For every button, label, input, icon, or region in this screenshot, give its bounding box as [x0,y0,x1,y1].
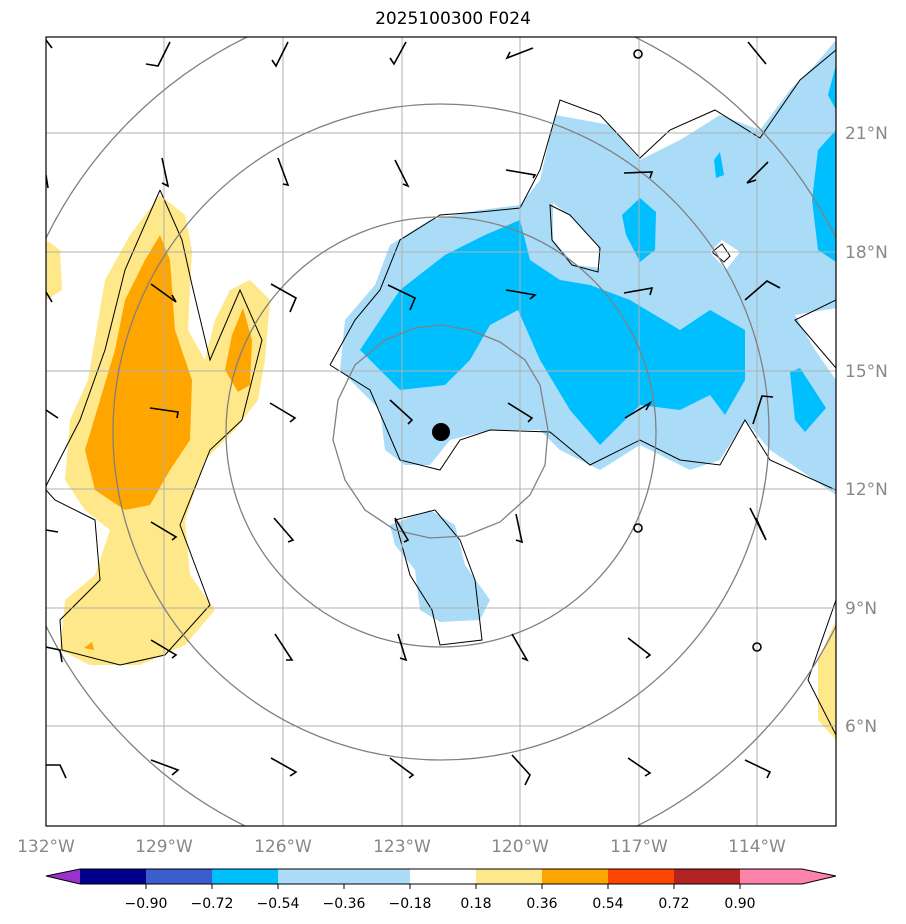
map-title: 2025100300 F024 [375,9,531,29]
lon-tick-label: 123°W [373,837,431,857]
colorbar-label: −0.72 [191,896,234,912]
colorbar-label: 0.18 [460,896,491,912]
lat-tick-label: 9°N [845,599,877,619]
colorbar-label: −0.54 [257,896,300,912]
colorbar: −0.90 −0.72 −0.54 −0.36 −0.18 0.18 0.36 … [45,868,837,912]
lat-tick-label: 15°N [845,362,888,382]
lon-tick-labels: 132°W 129°W 126°W 123°W 120°W 117°W 114°… [17,837,786,857]
colorbar-label: 0.36 [526,896,557,912]
colorbar-bin [278,869,344,884]
lat-tick-labels: 21°N 18°N 15°N 12°N 9°N 6°N [845,124,888,737]
lat-tick-label: 6°N [845,717,877,737]
colorbar-bin [146,869,212,884]
colorbar-label: 0.54 [592,896,623,912]
contour-lines [46,49,836,736]
distance-rings [46,37,836,826]
lat-tick-label: 18°N [845,243,888,263]
lon-tick-label: 114°W [728,837,786,857]
graticule [46,37,836,826]
colorbar-bin [740,869,802,884]
colorbar-label: −0.36 [323,896,366,912]
negative-anomaly-fill [340,40,836,622]
lon-tick-label: 132°W [17,837,75,857]
colorbar-bin [476,869,542,884]
colorbar-label: −0.18 [389,896,432,912]
colorbar-bin [608,869,674,884]
wind-barbs [46,39,781,786]
colorbar-bin [80,869,146,884]
colorbar-label: 0.90 [724,896,755,912]
colorbar-bin [410,869,476,884]
positive-anomaly-fill [46,195,836,740]
lat-tick-label: 12°N [845,480,888,500]
plot-frame [45,36,837,827]
colorbar-low-extend [46,869,80,884]
lat-tick-label: 21°N [845,124,888,144]
storm-center-marker [432,423,450,441]
colorbar-bin [542,869,608,884]
colorbar-label: 0.72 [658,896,689,912]
colorbar-bin [212,869,278,884]
lon-tick-label: 129°W [135,837,193,857]
colorbar-bin [674,869,740,884]
colorbar-bin [344,869,410,884]
lon-tick-label: 126°W [254,837,312,857]
colorbar-high-extend [802,869,836,884]
colorbar-label: −0.90 [125,896,168,912]
lon-tick-label: 117°W [610,837,668,857]
lon-tick-label: 120°W [491,837,549,857]
